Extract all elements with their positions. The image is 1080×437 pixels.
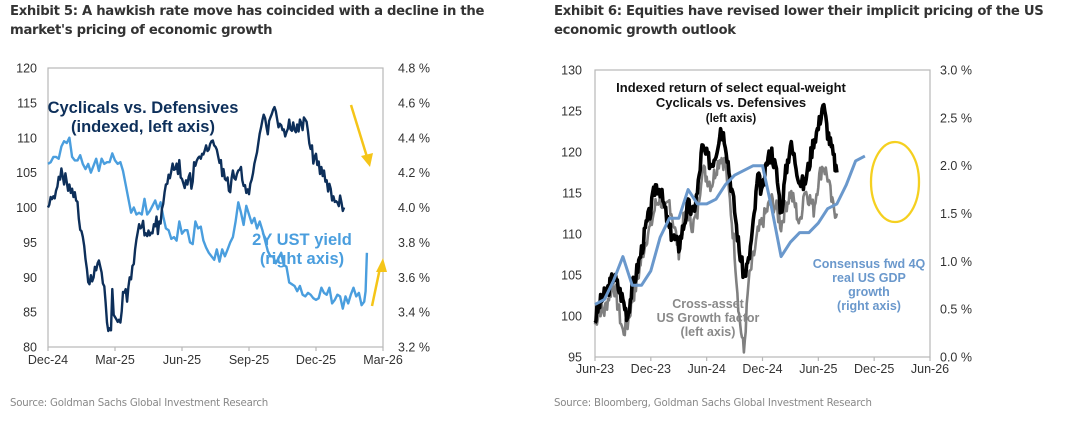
left-axis-tick-label: 125 (561, 105, 582, 119)
series-label-cyclicals: (indexed, left axis) (71, 118, 215, 136)
x-axis-tick-label: Jun-24 (688, 362, 726, 376)
x-axis-tick-label: Dec-24 (742, 362, 782, 376)
left-axis-tick-label: 115 (17, 96, 37, 110)
left-axis-tick-label: 100 (561, 310, 582, 324)
exhibit-5: Exhibit 5: A hawkish rate move has coinc… (10, 4, 485, 409)
annotation-arrowhead-down (361, 153, 373, 167)
right-axis-tick-label: 3.2 % (398, 341, 430, 355)
right-axis-tick-label: 3.4 % (398, 306, 430, 320)
exhibit-6-source: Source: Bloomberg, Goldman Sachs Global … (554, 398, 872, 409)
right-axis-tick-label: 1.0 % (940, 255, 972, 269)
right-axis-tick-label: 4.0 % (398, 201, 430, 215)
left-axis-tick-label: 130 (561, 64, 582, 78)
right-axis-tick-label: 4.8 % (398, 62, 430, 76)
left-axis-tick-label: 110 (17, 131, 37, 145)
right-axis-tick-label: 0.0 % (940, 351, 972, 365)
left-axis-tick-label: 120 (16, 62, 37, 76)
series-label-2y-yield: 2Y UST yield (252, 231, 352, 249)
x-axis-tick-label: Mar-25 (95, 353, 135, 367)
annotation-arrow-down (349, 104, 369, 158)
left-axis-tick-label: 80 (23, 341, 37, 355)
right-axis-tick-label: 1.5 % (940, 207, 972, 221)
series-label-growth-factor: Cross-asset (672, 297, 744, 311)
series-line-cyclicals-vs-defensives (46, 105, 346, 333)
series-label-consensus-gdp: growth (848, 285, 890, 299)
series-label-equal-weight: Indexed return of select equal-weight (616, 80, 846, 95)
x-axis-tick-label: Dec-23 (631, 362, 671, 376)
right-axis-tick-label: 4.2 % (398, 166, 430, 180)
annotation-arrowhead-up (376, 258, 387, 272)
right-axis-tick-label: 3.8 % (398, 236, 430, 250)
x-axis-tick-label: Jun-23 (576, 362, 614, 376)
left-axis-tick-label: 95 (23, 236, 37, 250)
annotation-highlight-ellipse (869, 140, 921, 224)
x-axis-tick-label: Jun-26 (911, 362, 949, 376)
right-axis-tick-label: 3.6 % (398, 271, 430, 285)
left-axis-tick-label: 110 (562, 228, 582, 242)
right-axis-tick-label: 0.5 % (940, 303, 972, 317)
x-axis-tick-label: Jun-25 (163, 353, 201, 367)
exhibit-5-chart: 120 115 110 105 100 95 90 85 80 4.8 % 4.6 % 4.4 % 4.… (16, 62, 430, 368)
series-label-growth-factor: (left axis) (681, 325, 736, 339)
right-axis-tick-label: 4.4 % (398, 131, 430, 145)
left-axis-tick-label: 85 (23, 306, 37, 320)
right-axis-tick-label: 2.5 % (940, 111, 972, 125)
series-label-equal-weight: (left axis) (706, 113, 757, 125)
exhibit-6-chart: 130 125 120 115 110 105 100 95 3.0 % 2.5 % 2.0 % 1.… (561, 64, 972, 377)
x-axis-tick-label: Mar-26 (363, 353, 403, 367)
x-axis-tick-label: Dec-25 (296, 353, 336, 367)
x-axis-tick-label: Sep-25 (229, 353, 269, 367)
series-label-consensus-gdp: (right axis) (837, 299, 901, 313)
left-axis-tick-label: 90 (23, 271, 37, 285)
series-line-consensus-gdp-growth (594, 154, 866, 306)
series-label-cyclicals: Cyclicals vs. Defensives (48, 99, 239, 117)
right-axis-tick-label: 3.0 % (940, 64, 972, 78)
left-axis-tick-label: 105 (16, 166, 37, 180)
left-axis-tick-label: 115 (562, 187, 582, 201)
series-line-2y-ust-yield (47, 136, 369, 310)
series-label-consensus-gdp: Consensus fwd 4Q (813, 257, 926, 271)
exhibit-6: Exhibit 6: Equities have revised lower t… (540, 0, 1080, 437)
x-axis-tick-label: Dec-24 (28, 353, 68, 367)
x-axis-tick-label: Dec-25 (854, 362, 894, 376)
series-line-equal-weight-cyclicals (593, 102, 839, 324)
series-label-consensus-gdp: real US GDP (832, 271, 906, 285)
exhibit-5-source: Source: Goldman Sachs Global Investment … (10, 398, 269, 409)
left-axis-tick-label: 120 (561, 146, 582, 160)
series-label-equal-weight: Cyclicals vs. Defensives (656, 95, 806, 110)
annotation-arrow-up (370, 267, 382, 307)
right-axis-tick-label: 4.6 % (398, 96, 430, 110)
series-label-2y-yield: (right axis) (260, 250, 344, 268)
exhibit-6-title: Exhibit 6: Equities have revised lower t… (554, 4, 1044, 38)
series-label-growth-factor: US Growth factor (657, 311, 760, 325)
left-axis-tick-label: 100 (16, 201, 37, 215)
left-axis-tick-label: 95 (568, 351, 582, 365)
left-axis-tick-label: 105 (561, 269, 582, 283)
right-axis-tick-label: 2.0 % (940, 159, 972, 173)
x-axis-tick-label: Jun-25 (799, 362, 837, 376)
exhibit-5-title: Exhibit 5: A hawkish rate move has coinc… (10, 4, 485, 38)
